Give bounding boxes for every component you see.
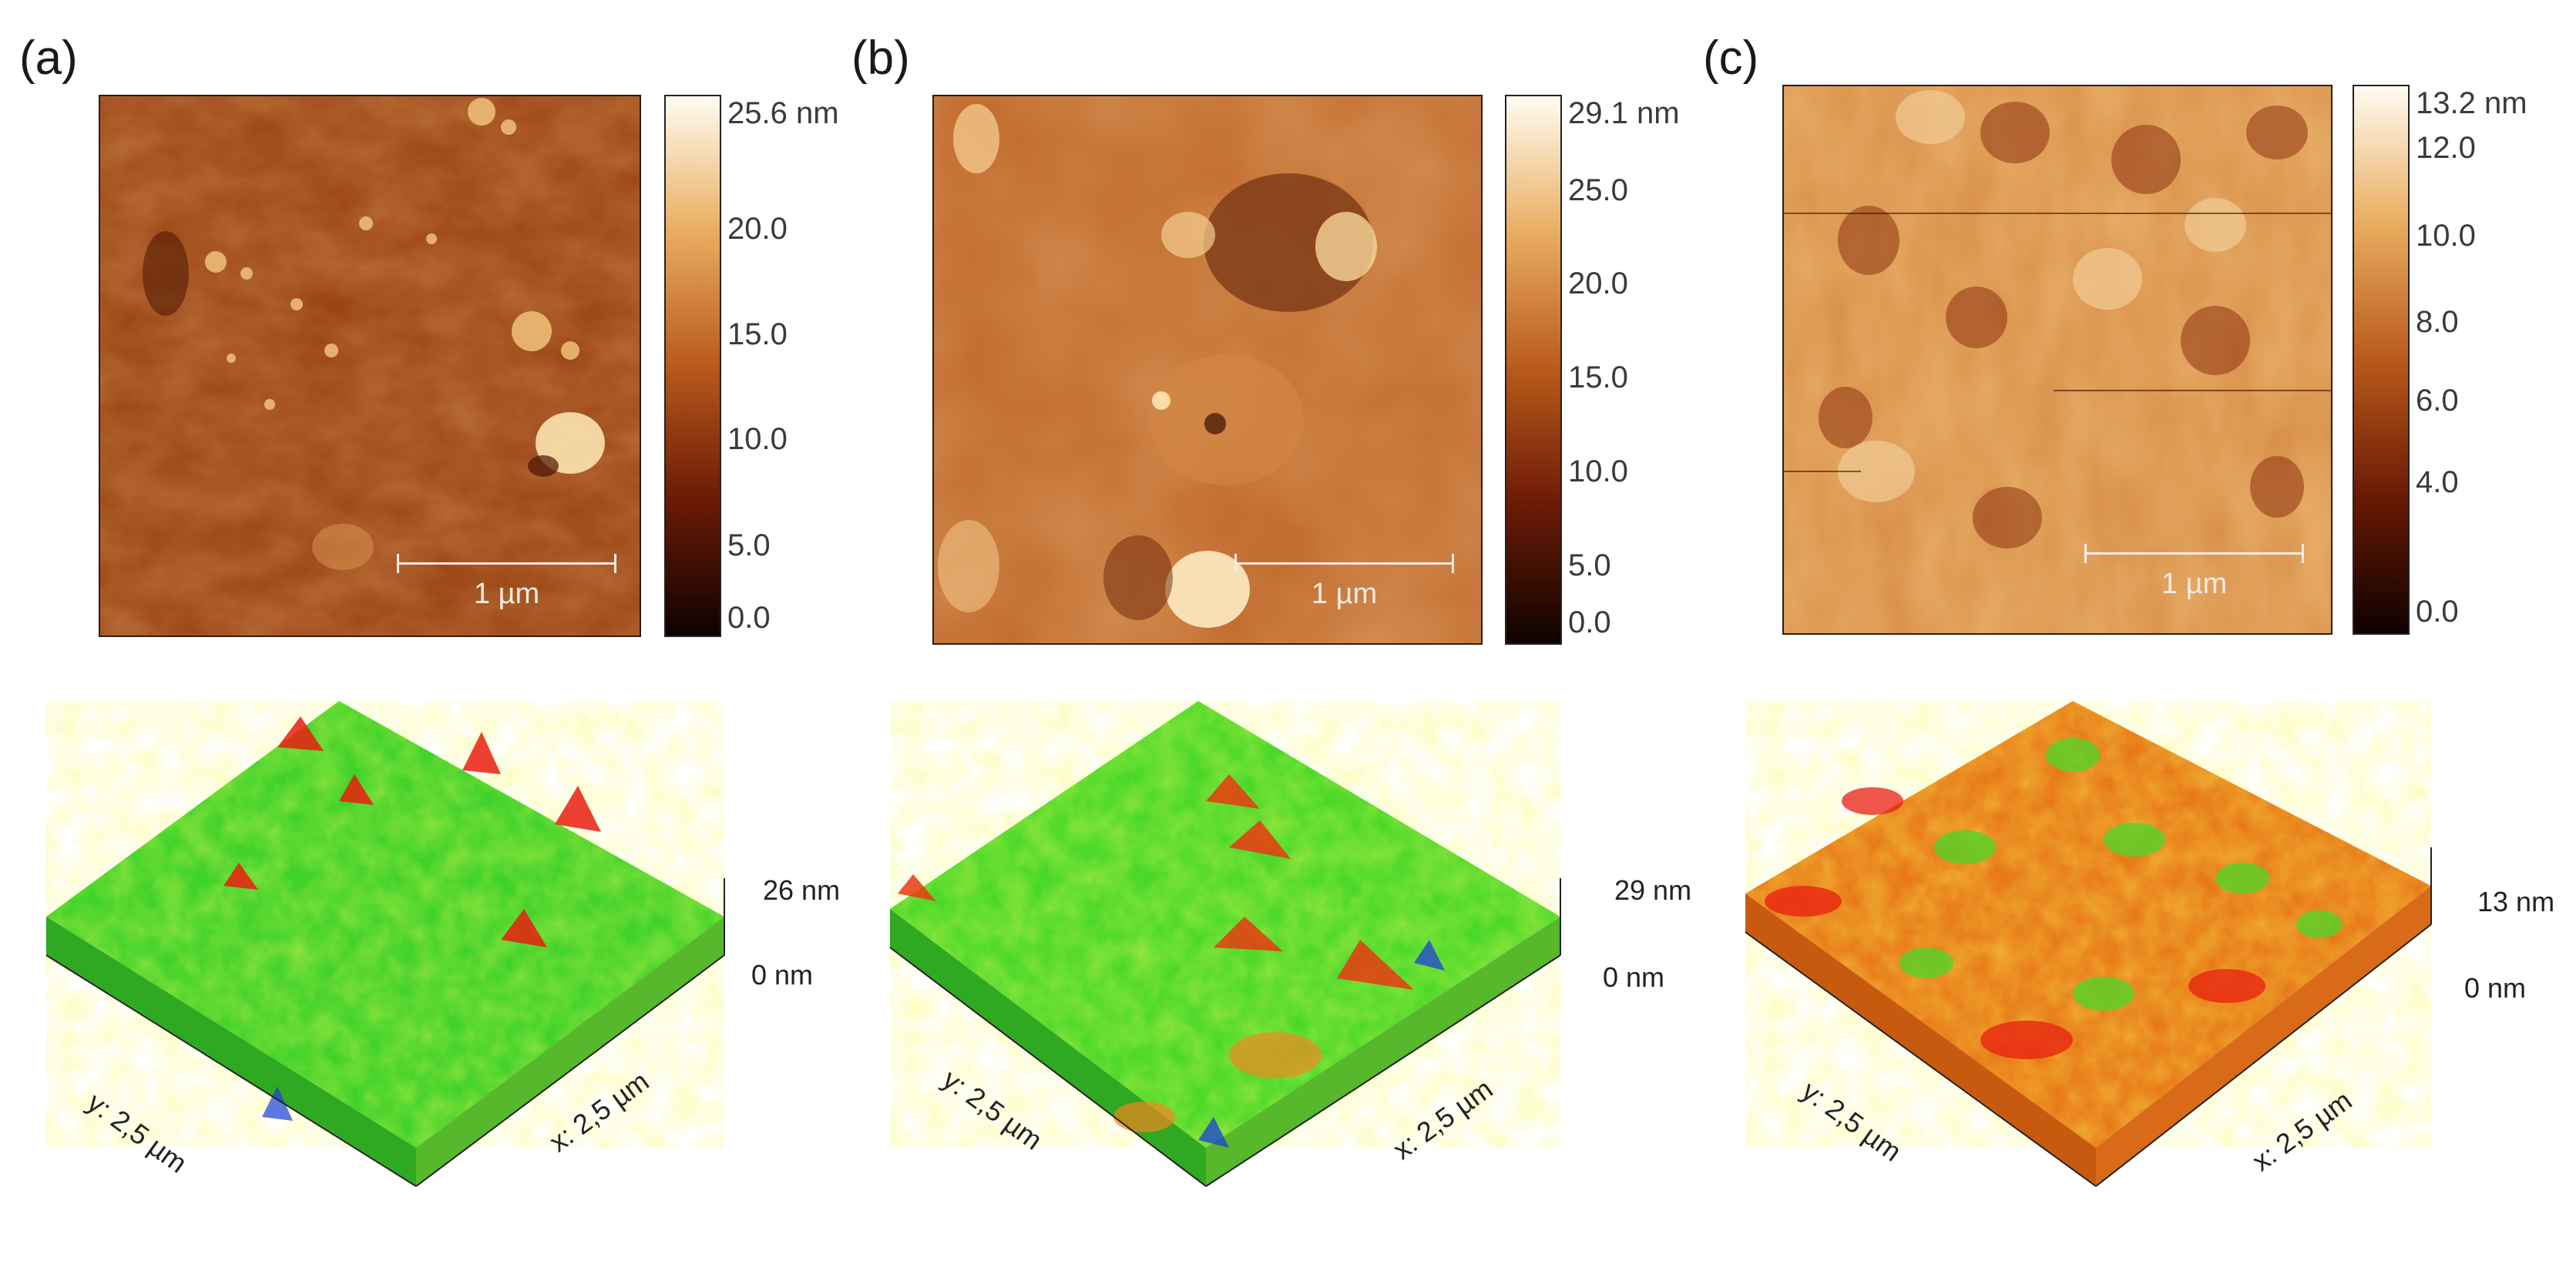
afm-height-image-a: 1 µm — [99, 95, 641, 637]
surface-zmin-b: 0 nm — [1603, 961, 1665, 993]
afm-height-image-c: 1 µm — [1782, 85, 2333, 635]
colorbar-a — [664, 95, 721, 637]
scale-bar-label-b: 1 µm — [1311, 578, 1378, 610]
afm-topography-a — [100, 96, 640, 636]
panel-label-c: (c) — [1703, 32, 1759, 85]
colorbar-tick-c-6: 6.0 — [2416, 384, 2459, 418]
colorbar-tick-b-5: 5.0 — [1568, 548, 1611, 582]
afm-topography-b — [934, 96, 1481, 643]
afm-topography-c — [1784, 86, 2331, 633]
surface-zmax-b: 29 nm — [1614, 874, 1692, 906]
surface-zmax-a: 26 nm — [763, 874, 841, 906]
surface-zmin-a: 0 nm — [751, 959, 814, 991]
surface-zmin-c: 0 nm — [2464, 972, 2527, 1004]
colorbar-tick-a-5: 5.0 — [727, 528, 771, 562]
panel-label-b: (b) — [851, 32, 910, 85]
panel-label-a: (a) — [19, 32, 78, 85]
colorbar-tick-a-0: 0.0 — [727, 601, 771, 635]
colorbar-b — [1505, 95, 1562, 645]
colorbar-tick-b-0: 0.0 — [1568, 605, 1611, 639]
scale-bar-label-a: 1 µm — [473, 578, 540, 610]
colorbar-c — [2353, 85, 2410, 635]
colorbar-max-label-c: 13.2 nm — [2416, 86, 2527, 120]
colorbar-tick-c-12: 12.0 — [2416, 131, 2476, 165]
colorbar-tick-b-25: 25.0 — [1568, 173, 1628, 207]
colorbar-tick-a-15: 15.0 — [727, 317, 788, 351]
colorbar-tick-a-10: 10.0 — [727, 422, 788, 456]
scale-bar-label-c: 1 µm — [2161, 568, 2228, 600]
surface-3d-c — [1745, 701, 2432, 1187]
colorbar-tick-b-15: 15.0 — [1568, 361, 1628, 394]
surface-3d-b — [889, 701, 1561, 1187]
colorbar-tick-b-10: 10.0 — [1568, 454, 1628, 488]
colorbar-tick-c-4: 4.0 — [2416, 465, 2459, 499]
colorbar-max-label-a: 25.6 nm — [727, 96, 839, 130]
surface-3d-a — [45, 701, 725, 1187]
surface-zmax-c: 13 nm — [2477, 886, 2555, 917]
afm-height-image-b: 1 µm — [932, 95, 1483, 645]
colorbar-tick-a-20: 20.0 — [727, 212, 788, 246]
colorbar-tick-c-10: 10.0 — [2416, 219, 2476, 253]
colorbar-tick-b-20: 20.0 — [1568, 267, 1628, 300]
colorbar-tick-c-0: 0.0 — [2416, 595, 2459, 629]
colorbar-tick-c-8: 8.0 — [2416, 305, 2459, 339]
colorbar-max-label-b: 29.1 nm — [1568, 96, 1680, 130]
